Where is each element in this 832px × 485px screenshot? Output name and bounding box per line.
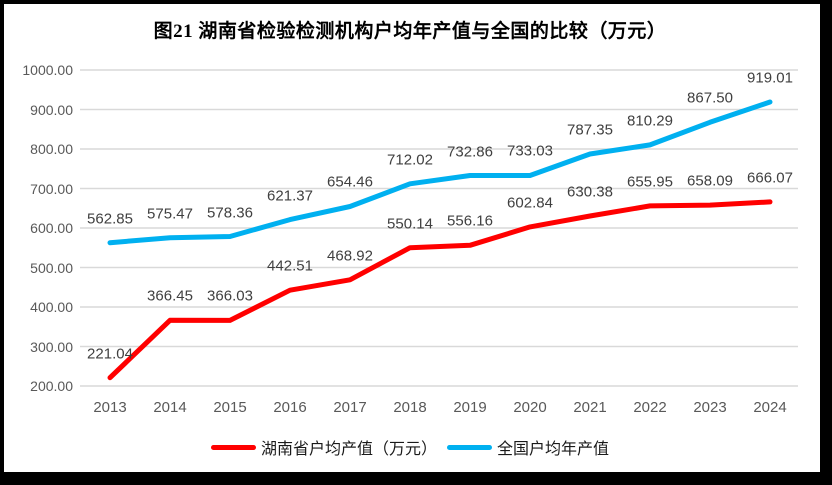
chart-panel bbox=[4, 4, 820, 472]
